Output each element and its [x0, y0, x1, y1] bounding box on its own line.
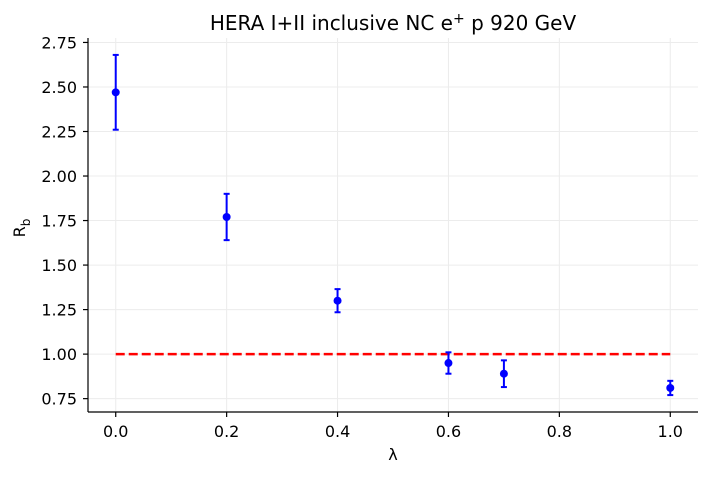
x-tick-label: 0.6: [436, 422, 461, 441]
y-axis-label: Rb: [10, 219, 33, 238]
x-tick-label: 0.2: [214, 422, 239, 441]
data-point: [111, 88, 120, 97]
axes: [83, 38, 698, 417]
data-point-group: [333, 288, 342, 314]
y-tick-label: 2.00: [41, 167, 77, 186]
data-point-group: [111, 53, 120, 131]
data-point: [333, 296, 342, 305]
data-point: [666, 383, 675, 392]
data-point-group: [444, 351, 453, 375]
y-tick-label: 2.50: [41, 78, 77, 97]
y-tick-label: 1.00: [41, 345, 77, 364]
data-point: [499, 369, 508, 378]
data-point-group: [222, 192, 231, 242]
x-tick-label: 1.0: [658, 422, 683, 441]
tick-labels: 0.0 0.2 0.4 0.6 0.8 1.0 0.75 1.00 1.25 1.50 1.75 2.…: [41, 33, 683, 441]
data-point: [444, 359, 453, 368]
y-tick-label: 1.50: [41, 256, 77, 275]
x-tick-label: 0.8: [547, 422, 572, 441]
y-tick-label: 0.75: [41, 390, 77, 409]
x-tick-label: 0.4: [325, 422, 350, 441]
data-point-group: [666, 379, 675, 397]
data-series: [111, 53, 675, 397]
y-tick-label: 2.75: [41, 33, 77, 52]
chart-title: HERA I+II inclusive NC e+ p 920 GeV: [210, 11, 577, 35]
y-tick-label: 1.25: [41, 301, 77, 320]
data-point-group: [499, 359, 508, 389]
grid: [88, 38, 698, 412]
x-axis-label: λ: [388, 445, 397, 464]
y-tick-label: 2.25: [41, 123, 77, 142]
y-tick-label: 1.75: [41, 212, 77, 231]
data-point: [222, 212, 231, 221]
x-tick-label: 0.0: [103, 422, 128, 441]
